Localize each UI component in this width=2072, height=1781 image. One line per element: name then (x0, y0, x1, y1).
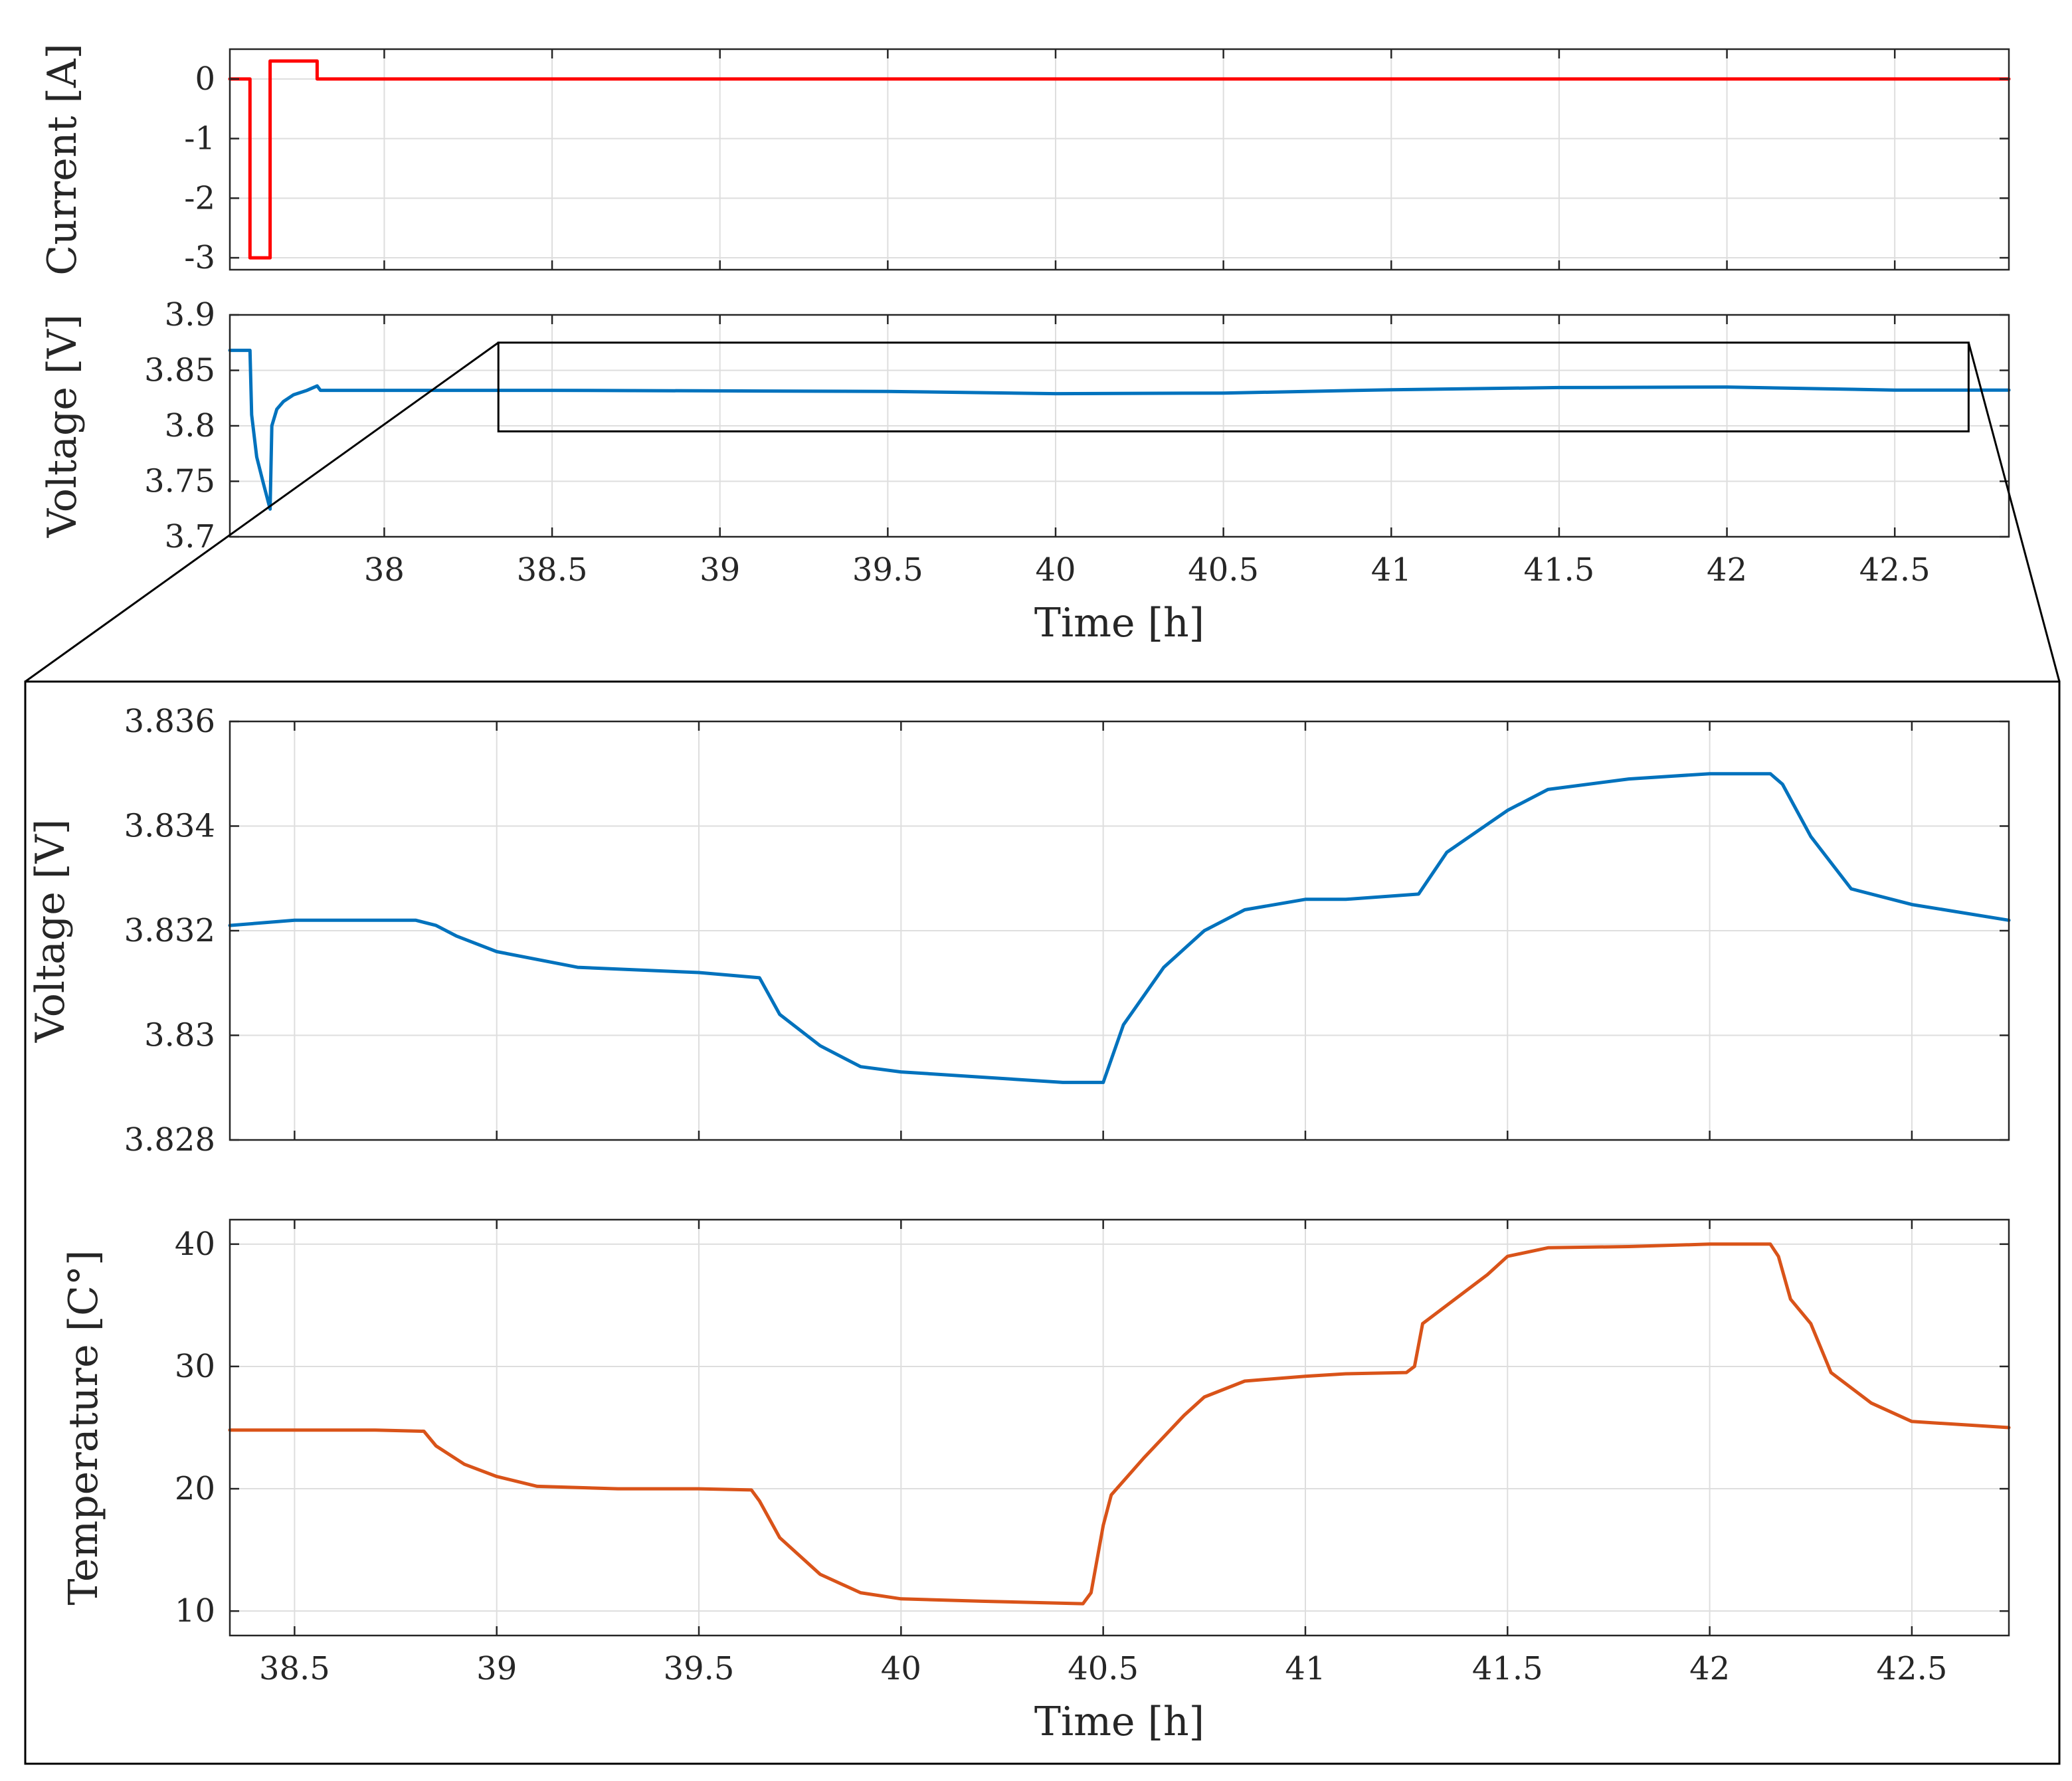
x-tick-label: 41.5 (1523, 551, 1594, 589)
y-tick-label: 3.836 (124, 703, 215, 740)
x-tick-label: 39 (476, 1650, 517, 1687)
series-line-voltage_zoom (228, 772, 2011, 1084)
y-tick-label: 10 (175, 1592, 215, 1630)
x-tick-label: 42 (1707, 551, 1747, 589)
y-tick-label: 40 (175, 1226, 215, 1263)
x-tick-label: 41 (1371, 551, 1412, 589)
x-tick-label: 42.5 (1876, 1650, 1947, 1687)
y-tick-label: 3.7 (165, 518, 215, 555)
x-tick-label: 40 (1035, 551, 1076, 589)
x-tick-label: 38 (364, 551, 405, 589)
y-tick-label: 30 (175, 1348, 215, 1385)
y-tick-label: 3.83 (144, 1017, 215, 1054)
y-tick-label: 3.75 (144, 463, 215, 500)
y-tick-label: 3.834 (124, 808, 215, 845)
x-tick-label: 42.5 (1859, 551, 1931, 589)
y-tick-label: -2 (184, 179, 215, 217)
y-axis-label: Temperature [C°] (60, 1250, 107, 1606)
series-line-current (228, 59, 2011, 260)
x-tick-label: 38.5 (517, 551, 588, 589)
zoom-inset-frame (24, 680, 2061, 1765)
zoom-region-box (497, 341, 1970, 432)
series-line-voltage_full (228, 348, 2011, 511)
x-tick-label: 40.5 (1068, 1650, 1139, 1687)
y-tick-label: 3.832 (124, 912, 215, 949)
axes-frame (229, 48, 2010, 271)
panel-voltage_full: 38 38.5 39 39.5 40 40.5 41 41.5 42 42.5 3.9 3.85 3.8… (39, 296, 2011, 646)
y-axis-label: Current [A] (39, 43, 86, 275)
y-axis-label: Voltage [V] (27, 819, 74, 1043)
x-tick-label: 41 (1285, 1650, 1325, 1687)
y-tick-label: 0 (195, 60, 215, 98)
x-tick-label: 40 (881, 1650, 921, 1687)
x-axis-label: Time [h] (1034, 600, 1204, 646)
panel-voltage_zoom: 3.836 3.834 3.832 3.83 3.828 Voltage [V] (27, 703, 2011, 1159)
y-tick-label: 3.8 (165, 407, 215, 444)
x-tick-label: 39 (700, 551, 740, 589)
y-tick-label: 3.9 (165, 296, 215, 333)
y-tick-label: -1 (184, 120, 215, 157)
y-axis-label: Voltage [V] (39, 314, 86, 538)
y-tick-label: 3.85 (144, 352, 215, 389)
x-tick-label: 42 (1689, 1650, 1730, 1687)
zoom-connector-right (1967, 342, 2061, 682)
x-tick-label: 38.5 (259, 1650, 330, 1687)
x-tick-label: 39.5 (664, 1650, 735, 1687)
series-line-temperature_zoom (228, 1242, 2011, 1606)
x-axis-label: Time [h] (1034, 1699, 1204, 1745)
x-tick-label: 39.5 (852, 551, 923, 589)
zoom-connector-left (25, 341, 500, 683)
panel-current: 0 -1 -2 -3 Current [A] (39, 43, 2011, 276)
panel-temperature_zoom: 38.5 39 39.5 40 40.5 41 41.5 42 42.5 40 30 20 10 Time… (60, 1218, 2011, 1745)
y-tick-label: 20 (175, 1470, 215, 1507)
x-tick-label: 41.5 (1472, 1650, 1543, 1687)
axes-frame (229, 1218, 2010, 1637)
y-tick-label: 3.828 (124, 1121, 215, 1159)
x-tick-label: 40.5 (1188, 551, 1259, 589)
y-tick-label: -3 (184, 239, 215, 276)
